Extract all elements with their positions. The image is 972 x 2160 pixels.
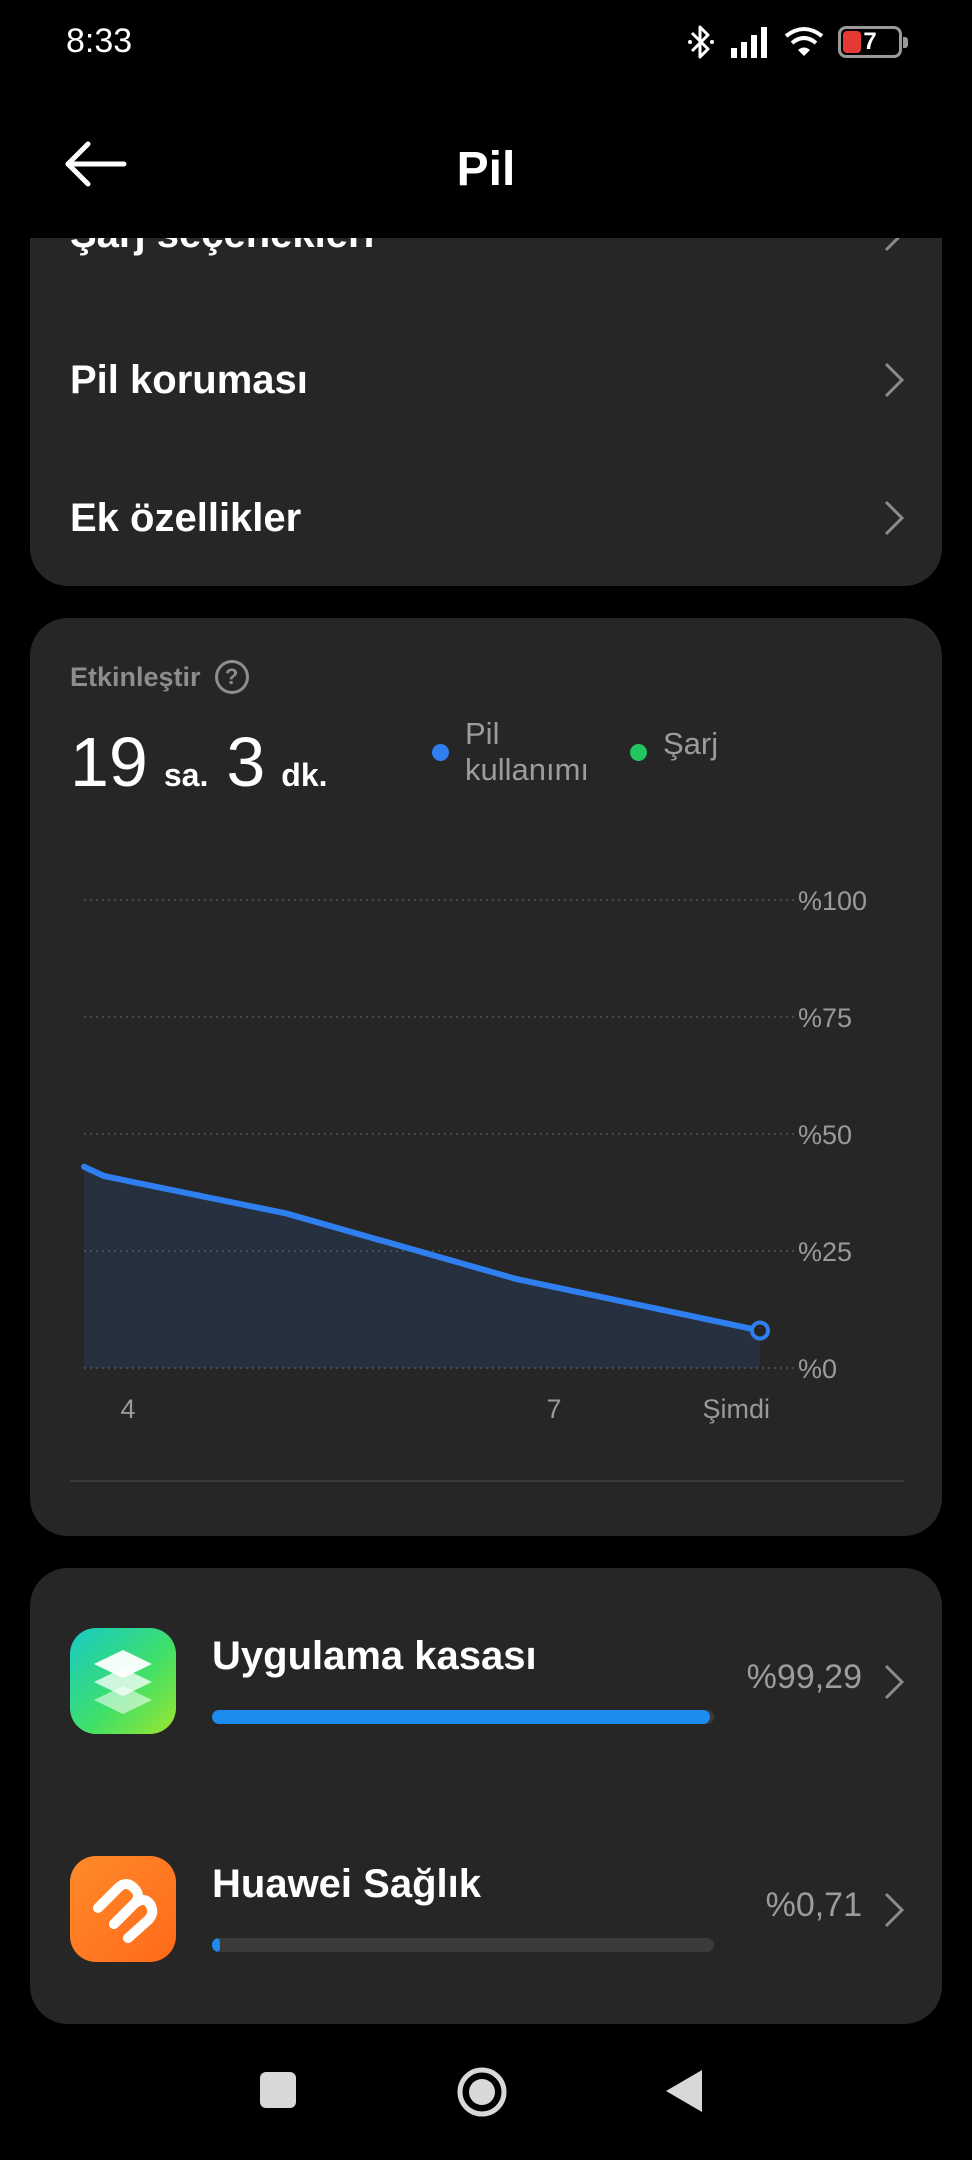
- layers-icon: [70, 1628, 176, 1734]
- app-row-uygulama-kasasi[interactable]: Uygulama kasası %99,29: [30, 1628, 942, 1738]
- y-tick-label: %25: [798, 1237, 852, 1267]
- chevron-right-icon: [884, 1892, 905, 1928]
- settings-row-extra-features[interactable]: Ek özellikler: [30, 468, 942, 568]
- app-usage-fill: [212, 1710, 711, 1724]
- screen-time-duration: 19 sa. 3 dk.: [70, 722, 346, 802]
- settings-row-label: Pil koruması: [70, 357, 308, 402]
- minutes-unit: dk.: [281, 757, 328, 793]
- bluetooth-icon: [688, 25, 714, 59]
- back-triangle-icon[interactable]: [664, 2068, 704, 2114]
- legend-label: Şarj: [663, 726, 719, 761]
- hours-unit: sa.: [163, 757, 209, 793]
- home-icon[interactable]: [456, 2066, 508, 2118]
- navigation-bar: [0, 2040, 972, 2160]
- help-icon[interactable]: ?: [214, 660, 249, 694]
- app-name: Huawei Sağlık: [212, 1862, 481, 1906]
- app-usage-bar: [212, 1710, 714, 1724]
- section-label: Etkinleştir: [70, 661, 201, 692]
- status-icons: 7: [686, 22, 908, 62]
- app-usage-fill: [212, 1938, 220, 1952]
- app-usage-bar: [212, 1938, 714, 1952]
- legend-label: Pil kullanımı: [465, 716, 590, 787]
- series-line: [81, 1163, 763, 1334]
- divider: [70, 1480, 904, 1482]
- hours-value: 19: [70, 723, 148, 801]
- battery-usage-card: Etkinleştir ? 19 sa. 3 dk. Pil kullanımı…: [30, 618, 942, 1536]
- chevron-right-icon: [884, 500, 905, 536]
- battery-level: 7: [863, 28, 877, 55]
- y-tick-label: %75: [798, 1003, 852, 1033]
- status-bar: 8:33 7: [0, 0, 972, 90]
- series-area: [84, 1166, 760, 1368]
- page-title: Pil: [456, 143, 516, 196]
- app-usage-percent: %0,71: [765, 1886, 862, 1924]
- y-tick-label: %50: [798, 1120, 852, 1150]
- y-tick-label: %0: [798, 1354, 837, 1384]
- app-usage-percent: %99,29: [746, 1658, 862, 1696]
- arrow-left-icon[interactable]: [64, 140, 128, 188]
- section-header: Etkinleştir ?: [70, 660, 249, 694]
- x-tick-label: 4: [120, 1394, 135, 1424]
- app-header: Pil: [0, 90, 972, 238]
- battery-chart: %100 %75 %50 %25 %0 4 7 Şimdi: [81, 886, 867, 1424]
- app-row-huawei-saglik[interactable]: Huawei Sağlık %0,71: [30, 1856, 942, 1966]
- settings-row-battery-protection[interactable]: Pil koruması: [30, 330, 942, 430]
- settings-row-label: Ek özellikler: [70, 495, 302, 540]
- signal-icon: [731, 27, 767, 58]
- legend-dot: [432, 744, 449, 761]
- chevron-right-icon: [884, 362, 905, 398]
- chevron-right-icon: [884, 1664, 905, 1700]
- app-name: Uygulama kasası: [212, 1634, 537, 1678]
- y-tick-label: %100: [798, 886, 867, 916]
- battery-icon: 7: [838, 26, 908, 58]
- current-point-marker: [750, 1320, 770, 1341]
- wifi-icon: [784, 27, 824, 56]
- app-usage-card: Uygulama kasası %99,29 Huawei Sağlık %0,…: [30, 1568, 942, 2024]
- legend-item-charging: Şarj: [630, 716, 718, 762]
- status-time: 8:33: [66, 22, 133, 60]
- recent-apps-icon[interactable]: [258, 2070, 298, 2110]
- health-heart-icon: [70, 1856, 176, 1962]
- legend-item-battery-usage: Pil kullanımı: [432, 716, 615, 788]
- minutes-value: 3: [226, 723, 266, 801]
- x-tick-label: Şimdi: [702, 1394, 770, 1424]
- x-tick-label: 7: [546, 1394, 561, 1424]
- settings-card: Şarj seçenekleri Pil koruması Ek özellik…: [30, 190, 942, 586]
- legend-dot: [630, 744, 647, 761]
